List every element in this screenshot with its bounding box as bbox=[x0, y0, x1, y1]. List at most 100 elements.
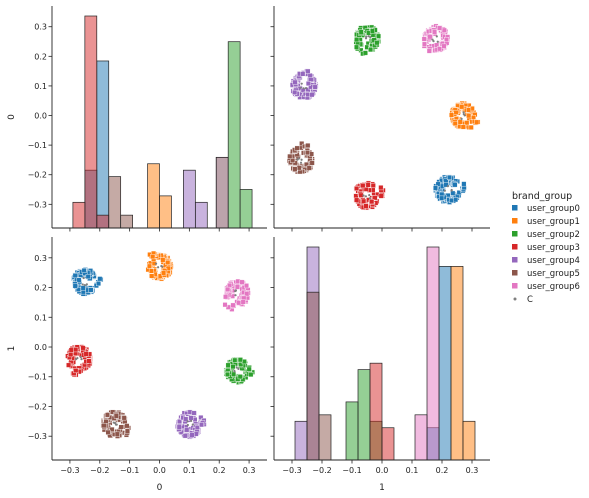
scatter-upper-center-dot bbox=[443, 189, 446, 192]
legend-marker-user_group5 bbox=[512, 270, 518, 276]
scatter-upper-point bbox=[421, 41, 427, 47]
scatter-lower-point bbox=[243, 283, 249, 289]
scatter-upper-center-dot bbox=[299, 161, 303, 164]
hist-1-bar-5 bbox=[345, 401, 359, 461]
scatter-upper-point bbox=[309, 92, 315, 98]
scatter-lower-point bbox=[72, 283, 78, 289]
scatter-upper-center-dot bbox=[304, 86, 308, 90]
scatter-lower-center-dot bbox=[74, 357, 78, 361]
scatter-upper-center-dot bbox=[300, 158, 303, 161]
scatter-upper-point bbox=[453, 197, 459, 203]
scatter-upper-point bbox=[290, 157, 296, 163]
x-tick-label: −0.2 bbox=[312, 466, 331, 475]
scatter-lower-center-dot bbox=[154, 262, 158, 265]
scatter-upper-point bbox=[443, 182, 449, 188]
y-tick-label: 0.3 bbox=[34, 23, 47, 32]
x-tick-label: 0.0 bbox=[376, 466, 389, 475]
scatter-lower-cluster-user_group1 bbox=[145, 250, 174, 282]
scatter-lower-center-dot bbox=[80, 358, 83, 361]
scatter-lower-point bbox=[248, 372, 254, 378]
scatter-lower-point bbox=[75, 287, 81, 293]
scatter-upper-center-dot bbox=[462, 113, 465, 116]
scatter-lower-cluster-user_group2 bbox=[223, 356, 255, 385]
scatter-upper-point bbox=[432, 29, 438, 35]
scatter-lower-point bbox=[114, 431, 120, 437]
scatter-lower-point bbox=[73, 368, 79, 374]
scatter-upper-point bbox=[305, 142, 311, 148]
scatter-lower-point bbox=[230, 302, 236, 308]
x-tick-label: −0.1 bbox=[120, 466, 139, 475]
legend-marker-C bbox=[513, 297, 517, 301]
scatter-lower-point bbox=[234, 284, 240, 290]
scatter-upper-point bbox=[354, 185, 360, 191]
scatter-upper-cluster-user_group2 bbox=[353, 24, 382, 57]
scatter-lower-point bbox=[225, 286, 231, 292]
hist-1-bar-8 bbox=[381, 427, 395, 461]
scatter-lower-point bbox=[103, 419, 109, 425]
panel-hist-0 bbox=[72, 15, 253, 229]
scatter-lower-point bbox=[236, 300, 242, 306]
y-tick-label: 0.1 bbox=[34, 82, 47, 91]
scatter-upper-point bbox=[449, 112, 455, 118]
scatter-lower-point bbox=[97, 276, 103, 282]
scatter-lower-cluster-user_group0 bbox=[71, 267, 104, 297]
scatter-lower-point bbox=[189, 432, 195, 438]
scatter-lower-point bbox=[109, 426, 115, 432]
scatter-lower-point bbox=[124, 423, 130, 429]
x-tick-label: −0.3 bbox=[282, 466, 301, 475]
hist-1-bar-7 bbox=[369, 362, 383, 461]
scatter-upper-point bbox=[444, 37, 450, 43]
scatter-upper-point bbox=[370, 183, 376, 189]
x-tick-label: 0.3 bbox=[243, 466, 256, 475]
x-tick-label: −0.3 bbox=[60, 466, 79, 475]
scatter-upper-center-dot bbox=[364, 195, 368, 198]
scatter-upper-center-dot bbox=[450, 189, 453, 192]
legend: brand_group user_group0 user_group1 user_g… bbox=[512, 191, 580, 305]
scatter-upper-center-dot bbox=[446, 185, 450, 188]
hist-0-bar-8 bbox=[84, 15, 98, 229]
scatter-lower-point bbox=[191, 410, 197, 416]
y-tick-label: 0.0 bbox=[34, 343, 47, 352]
scatter-lower-point bbox=[232, 357, 238, 363]
scatter-lower-point bbox=[121, 415, 127, 421]
scatter-lower-center-dot bbox=[85, 283, 88, 286]
scatter-upper-point bbox=[436, 46, 442, 52]
scatter-upper-point bbox=[299, 141, 305, 147]
scatter-upper-point bbox=[305, 81, 311, 87]
x-axis-label-1: 1 bbox=[379, 483, 385, 493]
scatter-upper-point bbox=[363, 203, 369, 209]
panel-hist-1 bbox=[294, 246, 476, 461]
scatter-lower-point bbox=[68, 347, 74, 353]
scatter-upper-point bbox=[460, 124, 466, 130]
scatter-upper-center-dot bbox=[435, 35, 438, 38]
scatter-lower-center-dot bbox=[235, 366, 238, 369]
scatter-upper-point bbox=[450, 190, 456, 196]
hist-0-bar-15 bbox=[120, 214, 133, 229]
scatter-upper-point bbox=[452, 120, 458, 126]
scatter-lower-point bbox=[165, 260, 171, 266]
hist-1-bar-12 bbox=[318, 414, 332, 461]
legend-label-user_group6: user_group6 bbox=[527, 282, 580, 292]
scatter-lower-point bbox=[124, 428, 130, 434]
scatter-lower-center-dot bbox=[81, 283, 84, 286]
scatter-upper-point bbox=[474, 119, 480, 125]
y-axis-label-1: 1 bbox=[7, 346, 17, 352]
scatter-upper-point bbox=[307, 72, 313, 78]
scatter-upper-point bbox=[306, 165, 312, 171]
scatter-lower-point bbox=[225, 304, 231, 310]
scatter-upper-point bbox=[421, 36, 427, 42]
y-tick-label: −0.1 bbox=[28, 373, 47, 382]
scatter-upper-point bbox=[371, 37, 377, 43]
scatter-lower-point bbox=[160, 257, 166, 263]
scatter-upper-point bbox=[466, 113, 472, 119]
scatter-upper-point bbox=[441, 27, 447, 33]
legend-title: brand_group bbox=[512, 191, 572, 202]
scatter-upper-point bbox=[354, 37, 360, 43]
y-axis-label-0: 0 bbox=[7, 114, 17, 120]
x-tick-label: 0.3 bbox=[466, 466, 479, 475]
scatter-upper-point bbox=[361, 198, 367, 204]
y-tick-label: 0.2 bbox=[34, 284, 47, 293]
scatter-upper-center-dot bbox=[432, 40, 435, 43]
scatter-upper-point bbox=[303, 161, 309, 167]
scatter-lower-cluster-user_group5 bbox=[100, 409, 132, 439]
